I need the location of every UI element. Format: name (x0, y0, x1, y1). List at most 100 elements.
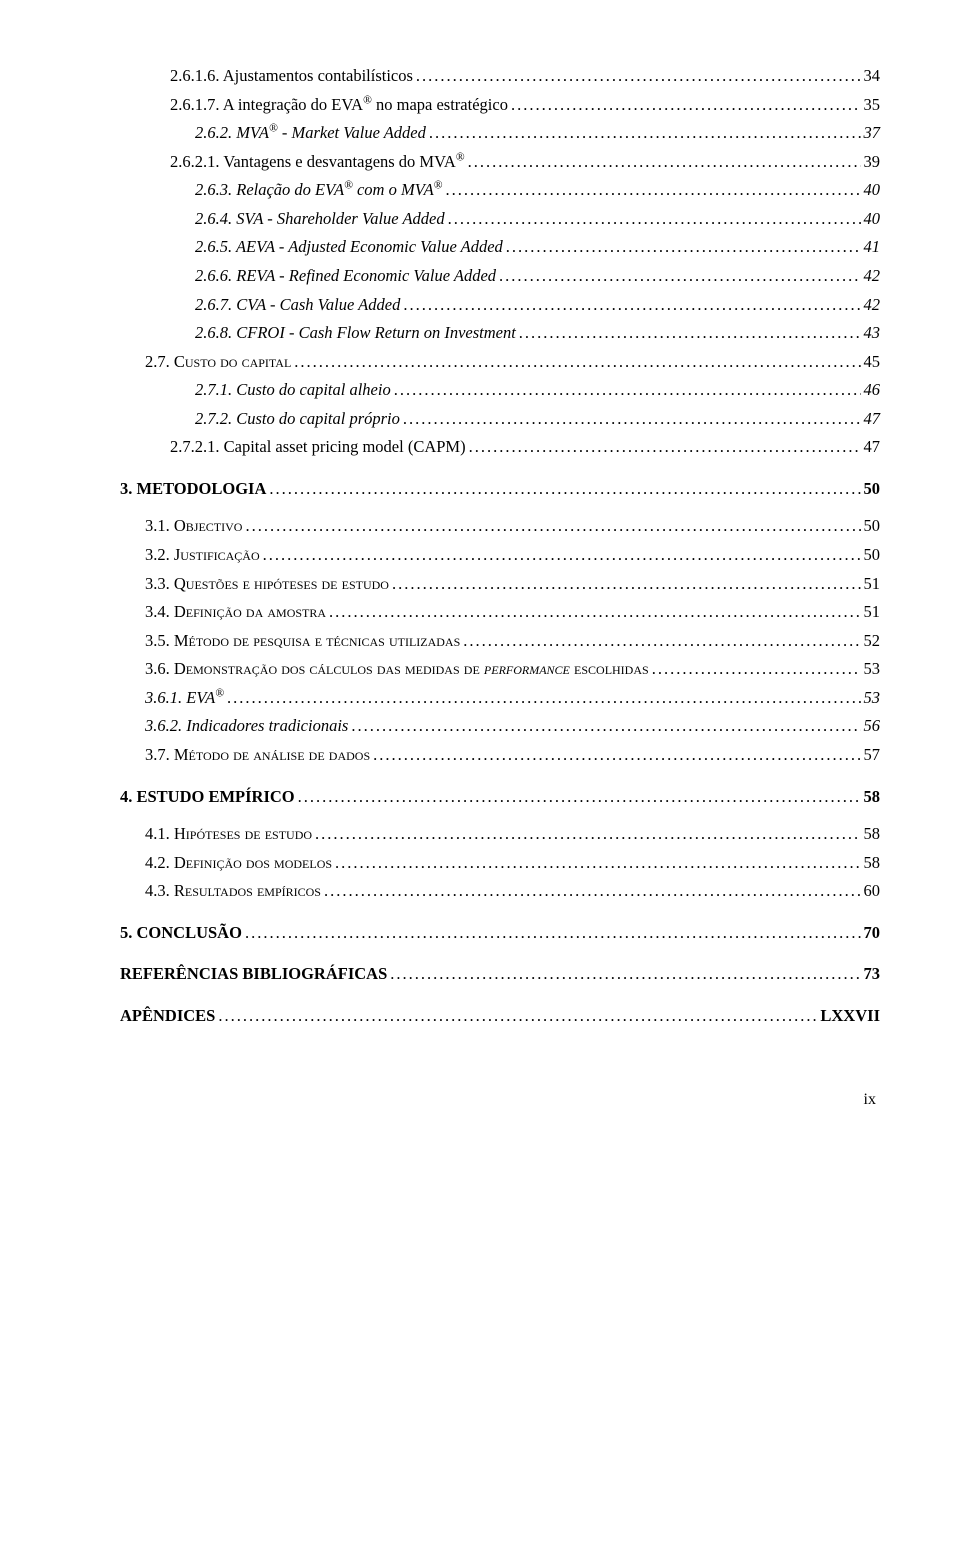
table-of-contents: 2.6.1.6. Ajustamentos contabilísticos342… (120, 63, 880, 1028)
toc-entry-label: 3.6.2. Indicadores tradicionais (145, 713, 348, 739)
toc-leader-dots (403, 406, 861, 432)
toc-entry: 4.2. Definição dos modelos 58 (120, 850, 880, 876)
toc-entry: 4. ESTUDO EMPÍRICO58 (120, 784, 880, 810)
toc-leader-dots (335, 850, 860, 876)
toc-entry-page: 56 (864, 713, 881, 739)
registered-mark: ® (363, 94, 372, 106)
toc-entry-page: 51 (864, 571, 881, 597)
toc-spacer (120, 463, 880, 473)
toc-entry-page: 39 (864, 149, 881, 175)
toc-entry: 2.6.7. CVA - Cash Value Added 42 (120, 292, 880, 318)
toc-entry: 3.6. Demonstração dos cálculos das medid… (120, 656, 880, 682)
toc-entry: 3.7. Método de análise de dados 57 (120, 742, 880, 768)
toc-entry-label: 2.6.1.7. A integração do EVA® no mapa es… (170, 92, 508, 118)
registered-mark: ® (456, 151, 465, 163)
toc-entry-page: 37 (864, 120, 881, 146)
toc-entry-page: 53 (864, 656, 881, 682)
toc-leader-dots (416, 63, 861, 89)
toc-entry: 3.6.1. EVA® 53 (120, 685, 880, 711)
toc-entry-label: 4.3. Resultados empíricos (145, 878, 321, 904)
toc-entry-label: 3.7. Método de análise de dados (145, 742, 370, 768)
toc-entry-page: 50 (864, 513, 881, 539)
toc-entry-label: 3.6. Demonstração dos cálculos das medid… (145, 656, 649, 682)
toc-entry: 5. CONCLUSÃO 70 (120, 920, 880, 946)
toc-entry: 3.6.2. Indicadores tradicionais 56 (120, 713, 880, 739)
toc-leader-dots (324, 878, 861, 904)
toc-leader-dots (315, 821, 860, 847)
toc-entry: APÊNDICES LXXVII (120, 1003, 880, 1029)
toc-entry-page: 47 (864, 434, 881, 460)
toc-leader-dots (263, 542, 861, 568)
toc-entry-label: 2.6.2.1. Vantagens e desvantagens do MVA… (170, 149, 465, 175)
toc-entry: 2.6.2. MVA® - Market Value Added 37 (120, 120, 880, 146)
toc-entry: 2.6.3. Relação do EVA® com o MVA® 40 (120, 177, 880, 203)
toc-entry-page: 42 (864, 263, 881, 289)
toc-leader-dots (519, 320, 861, 346)
toc-entry-page: 58 (864, 821, 881, 847)
toc-leader-dots (218, 1003, 817, 1029)
toc-entry-label: 4.2. Definição dos modelos (145, 850, 332, 876)
toc-entry-label: 2.6.7. CVA - Cash Value Added (195, 292, 400, 318)
toc-entry: 3.4. Definição da amostra 51 (120, 599, 880, 625)
toc-entry: 2.7.2. Custo do capital próprio47 (120, 406, 880, 432)
toc-entry-label: 3. METODOLOGIA (120, 476, 266, 502)
toc-leader-dots (373, 742, 860, 768)
toc-entry-label: 2.7. Custo do capital (145, 349, 291, 375)
toc-entry: 3.2. Justificação50 (120, 542, 880, 568)
toc-entry-label: 2.6.4. SVA - Shareholder Value Added (195, 206, 445, 232)
toc-entry: 3.5. Método de pesquisa e técnicas utili… (120, 628, 880, 654)
registered-mark: ® (269, 123, 278, 135)
toc-entry-label: 3.2. Justificação (145, 542, 260, 568)
toc-leader-dots (394, 377, 861, 403)
toc-entry-label: 2.7.2.1. Capital asset pricing model (CA… (170, 434, 466, 460)
toc-entry-page: 60 (864, 878, 881, 904)
toc-entry-page: 40 (864, 177, 881, 203)
toc-entry-page: 47 (864, 406, 881, 432)
toc-entry: 3.1. Objectivo 50 (120, 513, 880, 539)
registered-mark: ® (344, 180, 353, 192)
toc-leader-dots (506, 234, 861, 260)
toc-entry-label: 3.4. Definição da amostra (145, 599, 326, 625)
toc-leader-dots (448, 206, 861, 232)
toc-entry-page: LXXVII (820, 1003, 880, 1029)
toc-entry: 3. METODOLOGIA 50 (120, 476, 880, 502)
toc-entry-page: 53 (864, 685, 881, 711)
toc-spacer (120, 771, 880, 781)
toc-entry-label: 2.6.3. Relação do EVA® com o MVA® (195, 177, 442, 203)
toc-leader-dots (429, 120, 861, 146)
toc-entry-label: 3.1. Objectivo (145, 513, 242, 539)
toc-entry-page: 51 (864, 599, 881, 625)
registered-mark: ® (215, 687, 224, 699)
toc-entry: 4.1. Hipóteses de estudo 58 (120, 821, 880, 847)
registered-mark: ® (434, 180, 443, 192)
toc-entry-label: APÊNDICES (120, 1003, 215, 1029)
toc-entry: 2.6.5. AEVA - Adjusted Economic Value Ad… (120, 234, 880, 260)
toc-entry-label: 2.6.1.6. Ajustamentos contabilísticos (170, 63, 413, 89)
toc-leader-dots (294, 349, 860, 375)
toc-spacer (120, 948, 880, 958)
toc-entry-label: 3.6.1. EVA® (145, 685, 224, 711)
toc-entry-label: 3.3. Questões e hipóteses de estudo (145, 571, 389, 597)
toc-leader-dots (445, 177, 860, 203)
toc-entry-page: 42 (864, 292, 881, 318)
toc-entry-page: 70 (864, 920, 881, 946)
toc-entry-page: 46 (864, 377, 881, 403)
toc-entry: 2.6.1.7. A integração do EVA® no mapa es… (120, 92, 880, 118)
toc-entry: 2.7. Custo do capital45 (120, 349, 880, 375)
toc-spacer (120, 812, 880, 818)
toc-entry-label: 4.1. Hipóteses de estudo (145, 821, 312, 847)
toc-entry: 2.7.1. Custo do capital alheio46 (120, 377, 880, 403)
toc-leader-dots (298, 784, 861, 810)
toc-entry-label: 2.6.2. MVA® - Market Value Added (195, 120, 426, 146)
toc-entry-page: 50 (864, 476, 881, 502)
toc-entry-page: 73 (864, 961, 881, 987)
toc-entry: 2.6.1.6. Ajustamentos contabilísticos34 (120, 63, 880, 89)
toc-spacer (120, 990, 880, 1000)
toc-entry-label: 2.6.8. CFROI - Cash Flow Return on Inves… (195, 320, 516, 346)
toc-entry-page: 52 (864, 628, 881, 654)
toc-leader-dots (245, 920, 861, 946)
toc-entry-label: 5. CONCLUSÃO (120, 920, 242, 946)
toc-entry-page: 57 (864, 742, 881, 768)
toc-entry-page: 58 (864, 850, 881, 876)
toc-entry-page: 35 (864, 92, 881, 118)
